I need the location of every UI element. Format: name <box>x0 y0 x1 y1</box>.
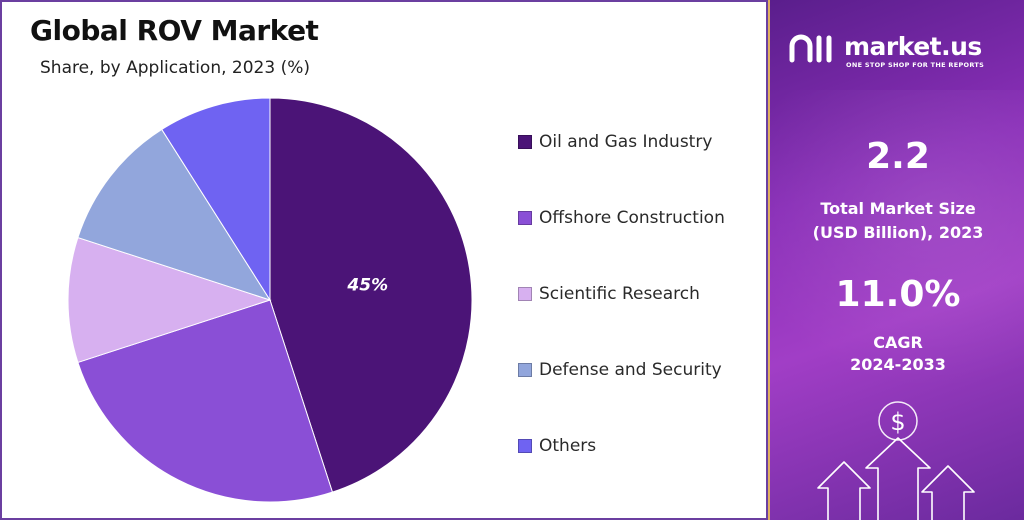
brand-logo[interactable]: market.us ONE STOP SHOP FOR THE REPORTS <box>788 30 1008 70</box>
legend-swatch <box>518 287 532 301</box>
legend-swatch <box>518 439 532 453</box>
svg-text:$: $ <box>890 408 905 436</box>
growth-decoration: $ <box>817 401 975 520</box>
pie-chart: 45% <box>67 97 473 503</box>
pie-slices <box>67 97 473 503</box>
legend-label: Oil and Gas Industry <box>539 132 713 152</box>
background-glow <box>770 90 1024 390</box>
arrow-up-icon <box>817 437 975 520</box>
pie-slice-others <box>161 97 271 302</box>
legend-item: Scientific Research <box>518 276 768 312</box>
chart-subtitle: Share, by Application, 2023 (%) <box>40 58 310 78</box>
pie-slice-oil-and-gas-industry <box>269 97 473 493</box>
chart-legend: Oil and Gas Industry Offshore Constructio… <box>518 124 768 504</box>
chart-panel: Global ROV Market Share, by Application,… <box>0 0 768 520</box>
legend-label: Others <box>539 436 597 456</box>
brand-name: market.us <box>844 32 982 61</box>
market-size-label-line1: Total Market Size <box>820 199 976 218</box>
pie-data-label: 45% <box>346 276 388 296</box>
cagr-label-line2: 2024-2033 <box>850 355 946 374</box>
market-us-logo-icon <box>789 34 832 63</box>
legend-swatch <box>518 135 532 149</box>
legend-item: Oil and Gas Industry <box>518 124 768 160</box>
market-size-label-line2: (USD Billion), 2023 <box>812 223 984 242</box>
legend-label: Scientific Research <box>539 284 700 304</box>
legend-item: Others <box>518 428 768 464</box>
legend-item: Defense and Security <box>518 352 768 388</box>
legend-swatch <box>518 363 532 377</box>
cagr-label-line1: CAGR <box>873 333 923 352</box>
legend-label: Defense and Security <box>539 360 722 380</box>
legend-item: Offshore Construction <box>518 200 768 236</box>
chart-title: Global ROV Market <box>30 14 319 47</box>
pie-slice-offshore-construction <box>77 299 334 503</box>
summary-sidebar: market.us ONE STOP SHOP FOR THE REPORTS … <box>768 0 1024 520</box>
market-size-value: 2.2 <box>866 136 930 177</box>
pie-slice-scientific-research <box>67 236 272 364</box>
legend-label: Offshore Construction <box>539 208 725 228</box>
pie-slice-defense-and-security <box>77 128 272 301</box>
dollar-sign-icon: $ <box>878 401 918 441</box>
cagr-value: 11.0% <box>835 274 961 315</box>
legend-swatch <box>518 211 532 225</box>
brand-tagline: ONE STOP SHOP FOR THE REPORTS <box>846 61 985 69</box>
pie-data-labels: 45% <box>346 276 388 296</box>
